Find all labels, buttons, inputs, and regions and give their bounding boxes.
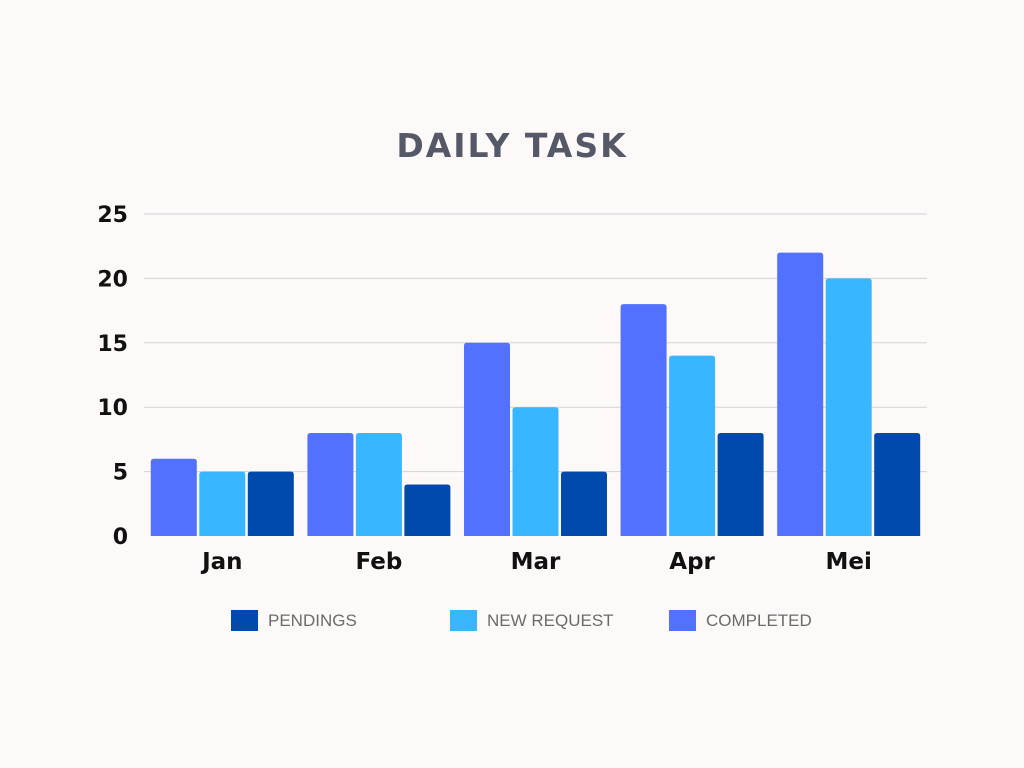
legend-label: COMPLETED bbox=[706, 611, 812, 630]
bar-completed-jan bbox=[150, 458, 197, 536]
legend-item-new-request: NEW REQUEST bbox=[450, 610, 614, 631]
legend-item-pendings: PENDINGS bbox=[231, 610, 357, 631]
bar-pendings-jan bbox=[247, 471, 294, 536]
bar-new-request-jan bbox=[199, 471, 246, 536]
bar-completed-mei bbox=[777, 252, 824, 536]
y-tick-label: 25 bbox=[97, 203, 128, 228]
y-tick-label: 10 bbox=[97, 396, 128, 421]
legend-swatch bbox=[669, 610, 696, 631]
x-tick-label: Apr bbox=[669, 549, 715, 575]
bar-pendings-apr bbox=[717, 432, 764, 536]
bar-new-request-apr bbox=[669, 355, 716, 536]
x-tick-label: Mar bbox=[511, 549, 561, 575]
bar-completed-mar bbox=[464, 342, 510, 536]
bar-new-request-mei bbox=[825, 278, 872, 536]
y-tick-label: 15 bbox=[97, 332, 128, 357]
legend-swatch bbox=[450, 610, 477, 631]
x-axis-ticks: Jan Feb Mar Apr Mei bbox=[200, 549, 872, 575]
y-tick-label: 5 bbox=[113, 461, 128, 486]
bar-pendings-mei bbox=[874, 432, 921, 536]
bar-pendings-mar bbox=[561, 471, 607, 536]
legend-swatch bbox=[231, 610, 258, 631]
legend-item-completed: COMPLETED bbox=[669, 610, 812, 631]
legend: PENDINGS NEW REQUEST COMPLETED bbox=[231, 610, 812, 631]
bar-new-request-mar bbox=[512, 407, 559, 536]
x-tick-label: Mei bbox=[826, 549, 872, 575]
bar-pendings-feb bbox=[404, 484, 451, 536]
x-tick-label: Feb bbox=[355, 549, 402, 575]
y-axis-ticks: 0 5 10 15 20 25 bbox=[97, 203, 128, 550]
legend-label: NEW REQUEST bbox=[487, 611, 614, 630]
bar-new-request-feb bbox=[355, 432, 402, 536]
bar-completed-feb bbox=[307, 432, 354, 536]
bar-completed-apr bbox=[620, 304, 667, 536]
x-tick-label: Jan bbox=[200, 549, 242, 575]
chart-title: DAILY TASK bbox=[396, 126, 627, 165]
bars bbox=[150, 252, 921, 536]
y-tick-label: 0 bbox=[113, 525, 128, 550]
legend-label: PENDINGS bbox=[268, 611, 357, 630]
y-tick-label: 20 bbox=[97, 267, 128, 292]
